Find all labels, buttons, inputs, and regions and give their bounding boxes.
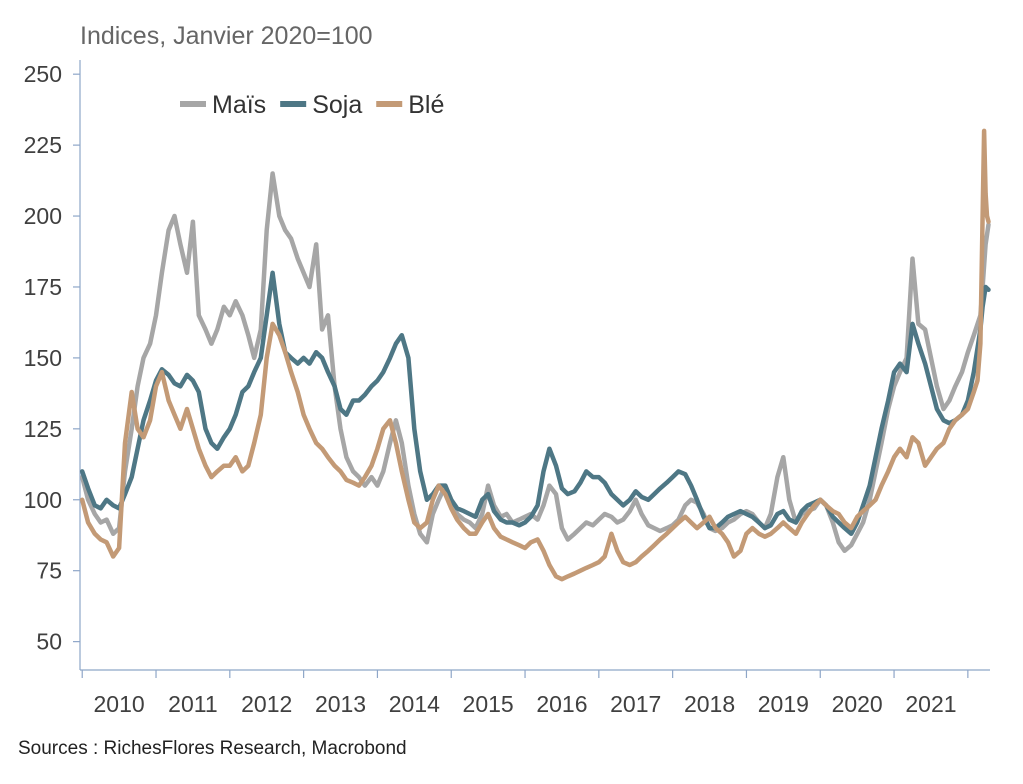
x-tick-label: 2010: [94, 691, 145, 717]
y-tick-label: 50: [36, 629, 62, 655]
x-tick-label: 2018: [684, 691, 735, 717]
x-tick-label: 2011: [168, 691, 217, 717]
series-line-mas: [79, 171, 991, 554]
y-tick-label: 100: [24, 487, 62, 513]
y-unit-label: Indices, Janvier 2020=100: [80, 22, 373, 50]
series-layer: [79, 128, 991, 582]
x-tick-label: 2012: [241, 691, 292, 717]
legend-label: Maïs: [212, 91, 266, 119]
y-tick-label: 250: [24, 61, 62, 87]
x-tick-label: 2013: [315, 691, 366, 717]
x-tick-label: 2017: [610, 691, 661, 717]
series-line-bl: [79, 128, 991, 582]
axes: 50 75 100 125 150 175 200 225 250 2010 2011 2012 201…: [24, 60, 990, 717]
y-tick-label: 225: [24, 132, 62, 158]
y-tick-label: 125: [24, 416, 62, 442]
x-tick-label: 2015: [463, 691, 514, 717]
x-tick-label: 2014: [389, 691, 440, 717]
y-tick-label: 150: [24, 345, 62, 371]
x-tick-label: 2019: [758, 691, 809, 717]
y-tick-label: 175: [24, 274, 62, 300]
y-tick-label: 200: [24, 203, 62, 229]
legend: Maïs Soja Blé: [180, 91, 444, 119]
legend-label: Soja: [312, 91, 362, 119]
x-tick-label: 2020: [832, 691, 883, 717]
legend-label: Blé: [408, 91, 444, 119]
x-tick-label: 2021: [905, 691, 956, 717]
series-line-soja: [79, 270, 991, 537]
x-tick-label: 2016: [536, 691, 587, 717]
source-note: Sources : RichesFlores Research, Macrobo…: [18, 738, 407, 759]
y-tick-label: 75: [36, 558, 62, 584]
